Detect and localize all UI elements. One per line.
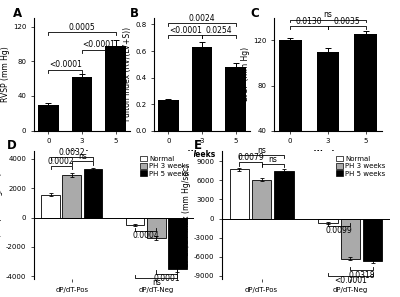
Text: 0.0318: 0.0318 xyxy=(348,271,375,279)
Text: A: A xyxy=(13,7,22,20)
Bar xyxy=(317,52,339,176)
Bar xyxy=(147,217,166,238)
Text: ns: ns xyxy=(78,152,87,161)
Text: 0.0004: 0.0004 xyxy=(132,231,159,240)
Text: <0.0001: <0.0001 xyxy=(169,26,202,35)
Text: 0.0079: 0.0079 xyxy=(237,153,264,162)
Text: 0.0001: 0.0001 xyxy=(154,274,180,283)
Bar xyxy=(252,180,271,219)
Text: ns: ns xyxy=(152,278,161,287)
Legend: Normal, PH 3 weeks, PH 5 weeks: Normal, PH 3 weeks, PH 5 weeks xyxy=(336,155,386,177)
Bar xyxy=(84,169,102,217)
Text: 0.0005: 0.0005 xyxy=(69,23,95,32)
Bar xyxy=(158,100,178,131)
Text: D: D xyxy=(7,139,16,152)
Y-axis label: LVSP (mm Hg): LVSP (mm Hg) xyxy=(241,47,250,101)
Text: 0.0002: 0.0002 xyxy=(48,157,74,165)
Text: 0.0024: 0.0024 xyxy=(189,14,215,23)
X-axis label: Weeks: Weeks xyxy=(188,150,216,159)
Legend: Normal, PH 3 weeks, PH 5 weeks: Normal, PH 3 weeks, PH 5 weeks xyxy=(140,155,190,177)
Text: 0.0035: 0.0035 xyxy=(334,17,360,26)
Bar xyxy=(38,105,58,131)
X-axis label: Weeks: Weeks xyxy=(68,150,96,159)
Bar xyxy=(363,219,382,261)
Bar xyxy=(126,217,144,225)
Y-axis label: RV dP/dT (mm Hg/sec): RV dP/dT (mm Hg/sec) xyxy=(0,173,3,258)
Bar xyxy=(354,34,377,176)
Bar xyxy=(106,46,126,131)
Bar xyxy=(168,217,187,269)
Bar xyxy=(318,219,338,223)
Text: 0.0099: 0.0099 xyxy=(326,227,353,236)
Bar xyxy=(341,219,360,259)
Text: <0.0001: <0.0001 xyxy=(82,40,115,49)
Text: ns: ns xyxy=(257,146,266,155)
Text: <0.0001: <0.0001 xyxy=(49,60,82,69)
X-axis label: Weeks: Weeks xyxy=(314,150,342,159)
Y-axis label: LV dP/dT max (mm Hg/sec): LV dP/dT max (mm Hg/sec) xyxy=(182,164,191,267)
Bar xyxy=(62,175,81,217)
Text: E: E xyxy=(194,139,202,152)
Bar xyxy=(41,195,60,217)
Text: C: C xyxy=(250,7,259,20)
Y-axis label: Fulton Index (RV/(LV+S)): Fulton Index (RV/(LV+S)) xyxy=(123,27,132,121)
Text: ns: ns xyxy=(324,10,332,19)
Bar xyxy=(226,67,246,131)
Bar xyxy=(279,40,302,176)
Bar xyxy=(230,169,249,219)
Y-axis label: RVSP (mm Hg): RVSP (mm Hg) xyxy=(1,46,10,102)
Text: 0.0032: 0.0032 xyxy=(58,148,85,157)
Text: B: B xyxy=(130,7,139,20)
Bar xyxy=(274,170,294,219)
Bar xyxy=(72,77,92,131)
Text: ns: ns xyxy=(268,155,277,164)
Bar xyxy=(192,47,212,131)
Text: 0.0254: 0.0254 xyxy=(206,26,232,35)
Text: 0.0130: 0.0130 xyxy=(296,17,322,26)
Text: <0.0001: <0.0001 xyxy=(334,276,367,285)
